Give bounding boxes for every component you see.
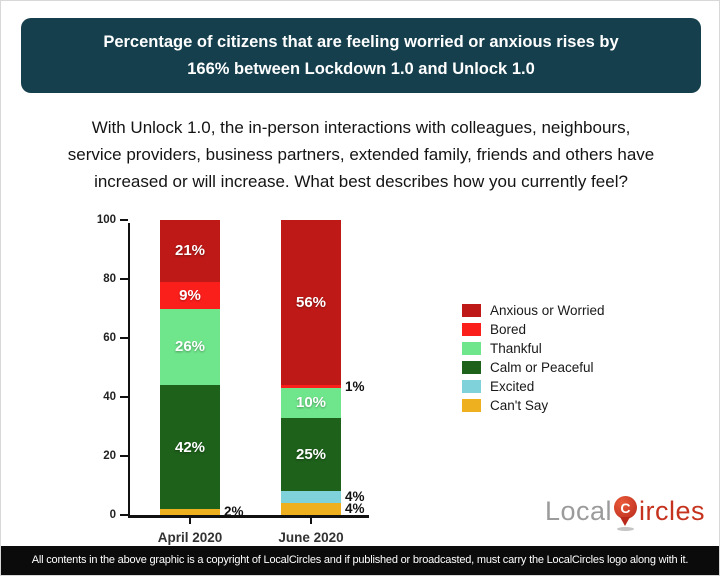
legend-label: Calm or Peaceful: [490, 360, 594, 375]
y-axis-tick: [120, 455, 128, 457]
question-line-3: increased or will increase. What best de…: [94, 172, 628, 191]
legend-swatch: [462, 380, 481, 393]
x-axis-tick: [310, 518, 312, 524]
segment-value-label: 4%: [345, 501, 365, 517]
segment-value-label: 2%: [224, 504, 244, 520]
bar-segment: 21%: [160, 220, 220, 282]
legend-item: Bored: [462, 323, 605, 336]
location-pin-icon: C: [613, 496, 638, 532]
y-axis-tick: [120, 337, 128, 339]
legend-item: Thankful: [462, 342, 605, 355]
localcircles-logo: Local C ircles: [544, 493, 705, 532]
y-axis-tick-label: 100: [96, 214, 116, 226]
segment-value-label: 1%: [345, 378, 365, 394]
legend-label: Thankful: [490, 341, 542, 356]
y-axis-tick: [120, 278, 128, 280]
logo-text-circles: ircles: [638, 495, 705, 526]
question-line-2: service providers, business partners, ex…: [67, 145, 655, 164]
stacked-bar-chart: 0 20 40 60 80 100 2% 42% 26% 9% 21% April 2020 4% 4% 1…: [97, 214, 369, 545]
bar-segment: 9%: [160, 281, 220, 309]
x-axis-label: April 2020: [157, 530, 223, 545]
legend-swatch: [462, 399, 481, 412]
y-axis-tick-label: 20: [103, 450, 116, 462]
logo-pin-letter: C: [620, 499, 631, 516]
bar-segment: [281, 385, 341, 389]
bar-segment: 56%: [281, 220, 341, 386]
pin-circle: C: [613, 496, 637, 519]
y-axis-tick-label: 40: [103, 391, 116, 403]
bar-segment: [281, 491, 341, 504]
legend-swatch: [462, 304, 481, 317]
stacked-bar: 25% 10% 56%: [281, 220, 341, 515]
bar-segment: 42%: [160, 385, 220, 510]
y-axis-tick: [120, 219, 128, 221]
segment-value-label: 25%: [295, 446, 327, 464]
y-axis-tick: [120, 514, 128, 516]
bar-segment: [281, 503, 341, 515]
segment-value-label: 9%: [179, 286, 201, 304]
pin-tip: [619, 517, 630, 526]
bar-segment: 26%: [160, 308, 220, 386]
y-axis-tick-label: 80: [103, 273, 116, 285]
title-line-2: 166% between Lockdown 1.0 and Unlock 1.0: [187, 59, 535, 78]
legend-item: Anxious or Worried: [462, 304, 605, 317]
legend-label: Anxious or Worried: [490, 303, 605, 318]
legend-swatch: [462, 361, 481, 374]
legend-label: Bored: [490, 322, 527, 337]
stacked-bar: 42% 26% 9% 21%: [160, 220, 220, 515]
legend-swatch: [462, 323, 481, 336]
segment-value-label: 10%: [295, 394, 327, 412]
logo-text-local: Local: [544, 495, 612, 526]
legend-label: Can't Say: [490, 398, 549, 413]
segment-value-label: 42%: [174, 438, 206, 456]
segment-value-label: 4%: [345, 489, 365, 505]
legend-item: Can't Say: [462, 399, 605, 412]
segment-value-label: 21%: [174, 242, 206, 260]
copyright-bar: All contents in the above graphic is a c…: [1, 546, 719, 575]
y-axis-tick-label: 0: [109, 509, 116, 521]
pin-shadow: [616, 527, 634, 531]
chart-legend: Anxious or Worried Bored Thankful Calm or P…: [462, 304, 605, 418]
bar-segment: 25%: [281, 417, 341, 492]
title-banner: Percentage of citizens that are feeling …: [21, 18, 701, 93]
survey-question: With Unlock 1.0, the in-person interacti…: [16, 114, 706, 195]
bar-segment: [160, 509, 220, 515]
legend-label: Excited: [490, 379, 535, 394]
y-axis-tick-label: 60: [103, 332, 116, 344]
x-axis-label: June 2020: [278, 530, 344, 545]
segment-value-label: 56%: [295, 294, 327, 312]
legend-item: Calm or Peaceful: [462, 361, 605, 374]
bar-segment: 10%: [281, 388, 341, 418]
segment-value-label: 26%: [174, 338, 206, 356]
legend-item: Excited: [462, 380, 605, 393]
title-line-1: Percentage of citizens that are feeling …: [103, 32, 619, 51]
legend-swatch: [462, 342, 481, 355]
y-axis-tick: [120, 396, 128, 398]
x-axis-tick: [189, 518, 191, 524]
question-line-1: With Unlock 1.0, the in-person interacti…: [91, 118, 631, 137]
